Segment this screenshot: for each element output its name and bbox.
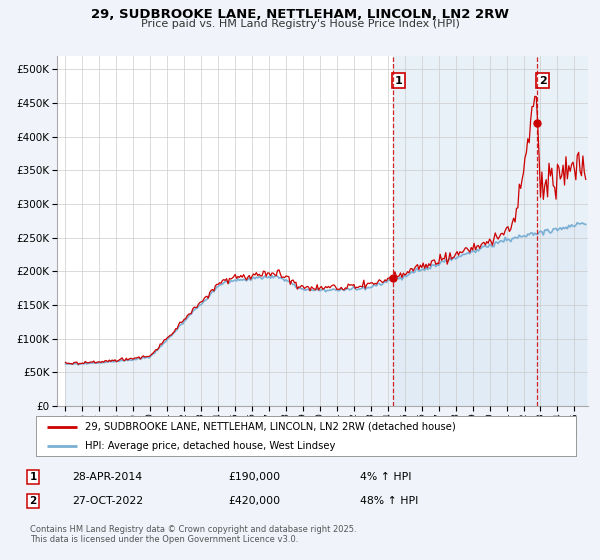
Text: This data is licensed under the Open Government Licence v3.0.: This data is licensed under the Open Gov… bbox=[30, 535, 298, 544]
Text: Contains HM Land Registry data © Crown copyright and database right 2025.: Contains HM Land Registry data © Crown c… bbox=[30, 525, 356, 534]
Text: 1: 1 bbox=[394, 76, 402, 86]
Text: £190,000: £190,000 bbox=[228, 472, 280, 482]
Text: 2: 2 bbox=[29, 496, 37, 506]
Text: 48% ↑ HPI: 48% ↑ HPI bbox=[360, 496, 418, 506]
Text: 27-OCT-2022: 27-OCT-2022 bbox=[72, 496, 143, 506]
Text: 2: 2 bbox=[539, 76, 547, 86]
Text: HPI: Average price, detached house, West Lindsey: HPI: Average price, detached house, West… bbox=[85, 441, 335, 450]
Text: 4% ↑ HPI: 4% ↑ HPI bbox=[360, 472, 412, 482]
Bar bbox=[393, 56, 588, 406]
Text: Price paid vs. HM Land Registry's House Price Index (HPI): Price paid vs. HM Land Registry's House … bbox=[140, 19, 460, 29]
Text: 1: 1 bbox=[29, 472, 37, 482]
Text: 28-APR-2014: 28-APR-2014 bbox=[72, 472, 142, 482]
Text: 29, SUDBROOKE LANE, NETTLEHAM, LINCOLN, LN2 2RW: 29, SUDBROOKE LANE, NETTLEHAM, LINCOLN, … bbox=[91, 8, 509, 21]
Text: 29, SUDBROOKE LANE, NETTLEHAM, LINCOLN, LN2 2RW (detached house): 29, SUDBROOKE LANE, NETTLEHAM, LINCOLN, … bbox=[85, 422, 455, 432]
Text: £420,000: £420,000 bbox=[228, 496, 280, 506]
